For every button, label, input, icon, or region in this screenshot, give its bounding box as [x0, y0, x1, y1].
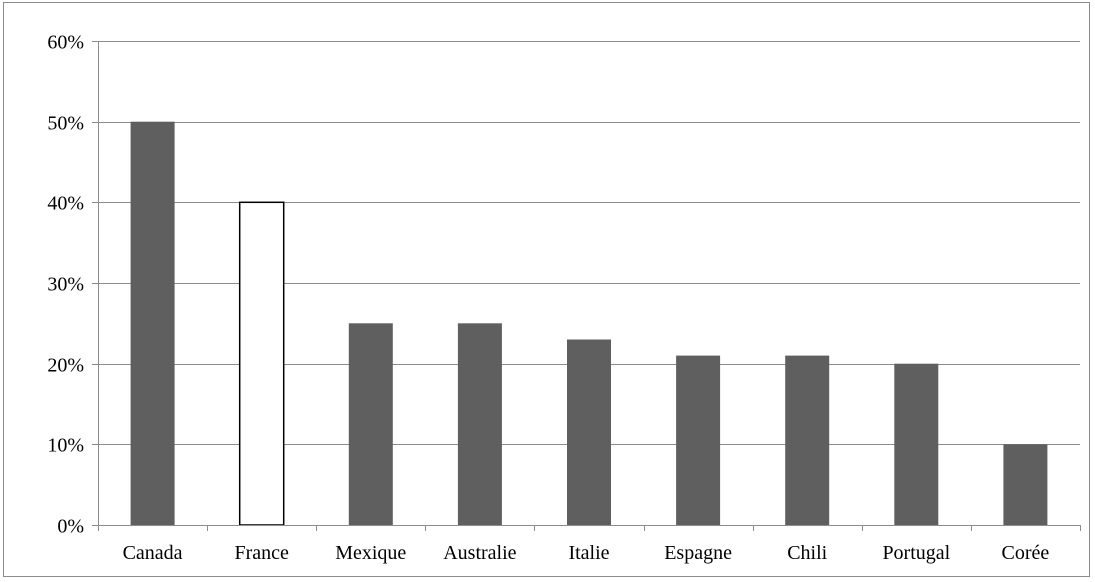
x-tick-label: Chili [787, 542, 827, 564]
bar-coree [1003, 444, 1048, 525]
bar-italie [567, 339, 611, 525]
bar-canada [130, 121, 175, 525]
x-tick-label: Mexique [335, 542, 406, 564]
y-tick-label: 50% [47, 113, 84, 135]
y-tick-label: 40% [47, 193, 84, 215]
x-tick-label: Corée [1002, 542, 1050, 564]
y-tick-label: 0% [57, 516, 84, 538]
bars [130, 121, 1048, 526]
bar-mexique [348, 323, 393, 525]
x-tick-label: Italie [568, 542, 609, 564]
axes [92, 41, 1081, 531]
bar-france [238, 201, 285, 526]
y-tick-label: 20% [47, 355, 84, 377]
x-tick-label: Espagne [664, 542, 732, 564]
bar-chili [785, 355, 830, 525]
x-tick-label: France [234, 542, 289, 564]
y-tick-label: 60% [47, 32, 84, 54]
tick-labels: 0% 10% 20% 30% 40% 50% 60% Canada France Mexique A… [47, 32, 1049, 565]
x-tick-label: Portugal [882, 542, 950, 564]
bar-espagne [676, 355, 721, 525]
x-tick-label: Australie [443, 542, 516, 564]
bar-australie [457, 323, 502, 525]
bar-portugal [894, 363, 939, 525]
y-tick-label: 30% [47, 274, 84, 296]
y-tick-label: 10% [47, 435, 84, 457]
x-tick-label: Canada [123, 542, 183, 564]
